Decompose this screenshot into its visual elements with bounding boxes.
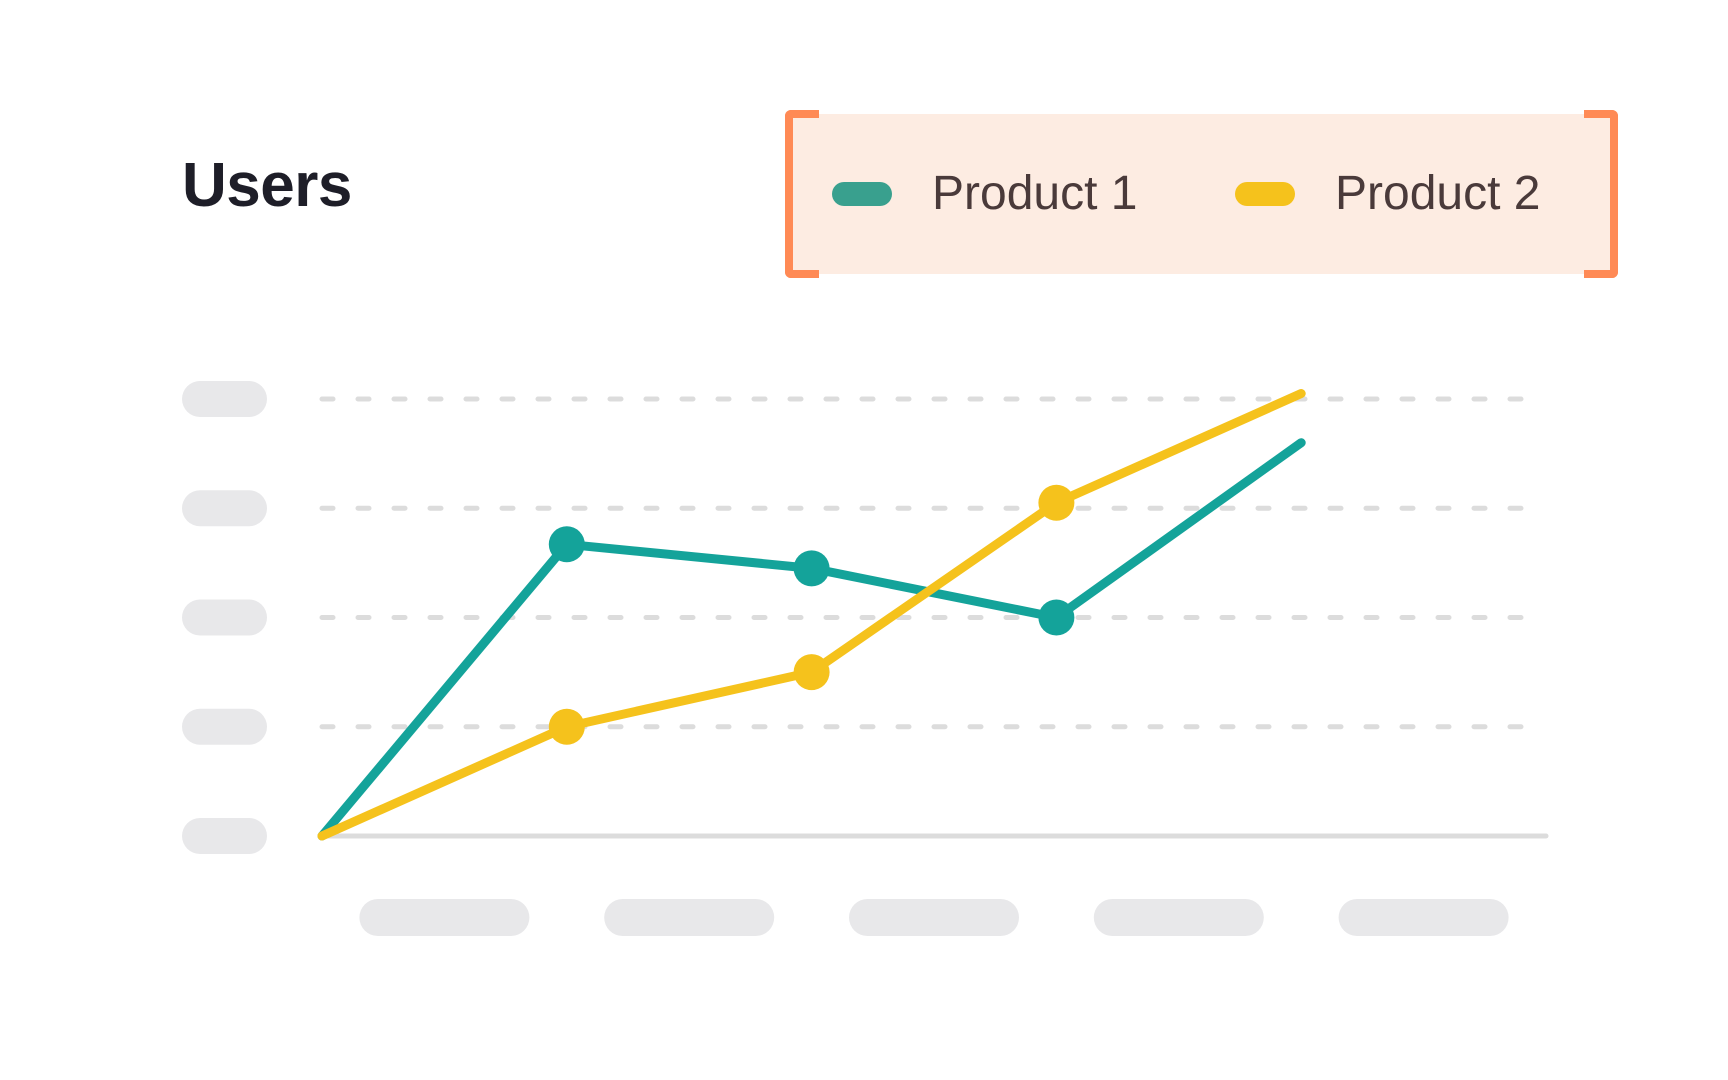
x-tick-label-2 — [604, 899, 775, 936]
legend-label-product-2: Product 2 — [1335, 167, 1541, 220]
y-tick-label-0 — [182, 818, 267, 854]
data-point-product-1-2 — [793, 550, 830, 587]
legend: Product 1 Product 2 — [785, 110, 1618, 278]
data-point-product-2-1 — [548, 708, 585, 745]
data-point-product-2-3 — [1038, 484, 1075, 521]
series-line-product-1 — [317, 438, 1306, 841]
y-tick-label-3 — [182, 490, 267, 527]
y-tick-label-4 — [182, 381, 267, 417]
legend-bracket-right — [1584, 110, 1618, 278]
chart-title: Users — [182, 151, 352, 220]
legend-swatch-product-2 — [1235, 182, 1295, 206]
legend-label-product-1: Product 1 — [932, 167, 1138, 220]
series-line-product-2 — [317, 389, 1306, 841]
data-point-product-1-3 — [1038, 599, 1075, 636]
legend-swatch-product-1 — [832, 182, 892, 206]
data-point-product-2-2 — [793, 654, 830, 691]
legend-item-product-2[interactable]: Product 2 — [1235, 114, 1540, 274]
y-tick-label-2 — [182, 599, 267, 636]
x-tick-label-1 — [359, 899, 530, 936]
x-tick-label-5 — [1338, 899, 1509, 936]
x-tick-label-4 — [1093, 899, 1264, 936]
x-tick-label-3 — [849, 899, 1019, 936]
y-tick-label-1 — [182, 708, 267, 745]
data-point-product-1-1 — [548, 526, 585, 563]
legend-bracket-left — [785, 110, 819, 278]
legend-item-product-1[interactable]: Product 1 — [832, 114, 1137, 274]
